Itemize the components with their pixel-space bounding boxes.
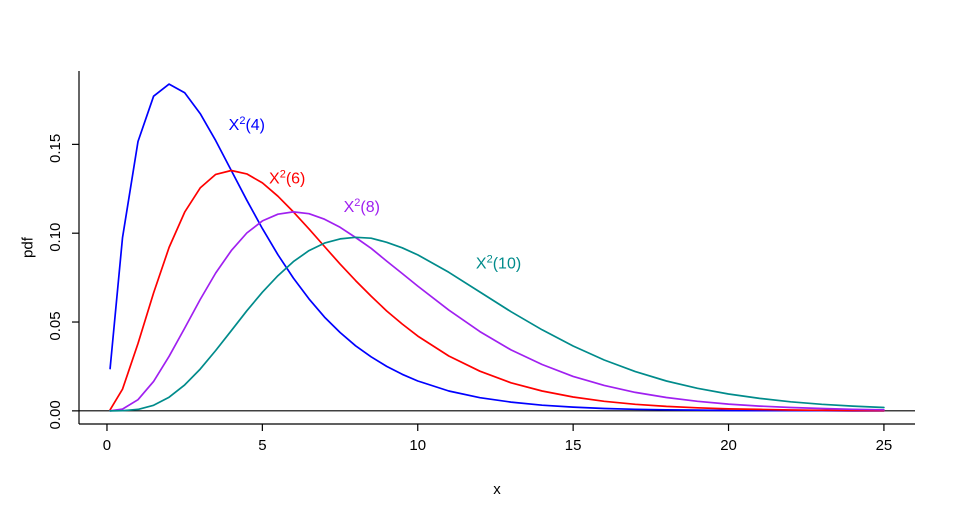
curve-label-chi-squared-6: X2(6): [269, 168, 305, 187]
x-axis-title: x: [493, 481, 501, 498]
curve-chi-squared-4: [109, 83, 885, 412]
curve-label-chi-squared-4: X2(4): [229, 115, 265, 134]
y-axis-title: pdf: [19, 237, 37, 258]
y-tick-label: 0.00: [47, 400, 64, 429]
curve-chi-squared-6: [109, 169, 885, 412]
curve-chi-squared-10: [109, 236, 885, 412]
curve-chi-squared-8: [109, 211, 885, 412]
curve-label-chi-squared-8: X2(8): [344, 197, 380, 216]
x-tick-label: 5: [258, 437, 266, 454]
x-tick-label: 10: [409, 437, 426, 454]
x-tick-label: 15: [565, 437, 582, 454]
x-tick-label: 0: [103, 437, 111, 454]
y-tick-label: 0.15: [47, 134, 64, 163]
y-tick-label: 0.10: [47, 223, 64, 252]
curve-label-chi-squared-10: X2(10): [476, 254, 521, 273]
y-tick-label: 0.05: [47, 311, 64, 340]
x-tick-label: 20: [720, 437, 737, 454]
x-tick-label: 25: [876, 437, 893, 454]
